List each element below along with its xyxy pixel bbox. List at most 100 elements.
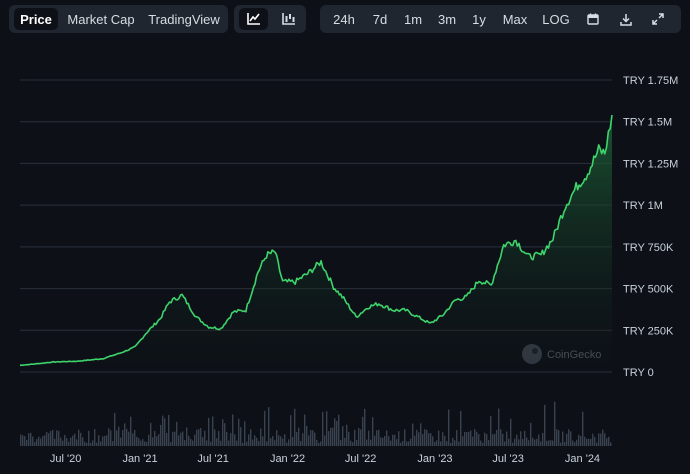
volume-bar	[598, 433, 600, 446]
y-tick-label: TRY 500K	[623, 284, 674, 296]
volume-bar	[462, 436, 464, 446]
volume-bar	[400, 442, 402, 446]
volume-bar	[536, 438, 538, 446]
range-1y[interactable]: 1y	[472, 11, 486, 27]
volume-bar	[248, 434, 250, 446]
range-1m[interactable]: 1m	[403, 11, 423, 27]
x-axis-labels: Jul '20 Jan '21 Jul '21 Jan '22 Jul '22 Jan '…	[50, 453, 600, 465]
volume-bar	[320, 441, 322, 446]
volume-bar	[434, 441, 436, 446]
volume-bar	[166, 433, 168, 446]
volume-bar	[216, 438, 218, 446]
volume-bar	[202, 437, 204, 446]
tab-price[interactable]: Price	[14, 8, 58, 30]
volume-bar	[472, 436, 474, 446]
volume-bar	[84, 441, 86, 446]
x-tick-label: Jul '21	[197, 453, 228, 465]
volume-bar	[234, 434, 236, 446]
volume-bar	[126, 428, 128, 446]
volume-bar	[214, 429, 216, 446]
volume-bar	[450, 442, 452, 446]
volume-bar	[260, 428, 262, 446]
volume-bar	[388, 436, 390, 446]
volume-bar	[174, 431, 176, 446]
volume-bar	[62, 440, 64, 446]
log-scale-toggle[interactable]: LOG	[542, 11, 570, 27]
x-tick-label: Jan '22	[270, 453, 305, 465]
range-7d[interactable]: 7d	[372, 11, 388, 27]
volume-bar	[528, 440, 530, 446]
volume-bar	[464, 431, 466, 446]
volume-bar	[196, 429, 198, 446]
chart-type-toggle	[234, 5, 306, 33]
volume-bar	[88, 430, 90, 446]
volume-bar	[426, 429, 428, 446]
volume-bar	[442, 432, 444, 446]
volume-bar	[492, 434, 494, 446]
volume-bar	[44, 435, 46, 446]
range-24h[interactable]: 24h	[333, 11, 355, 27]
volume-bar	[142, 439, 144, 446]
range-3m[interactable]: 3m	[437, 11, 457, 27]
volume-bar	[140, 440, 142, 446]
volume-bar	[110, 430, 112, 446]
volume-bar	[328, 431, 330, 446]
volume-bar	[596, 442, 598, 446]
range-max[interactable]: Max	[502, 11, 528, 27]
volume-bar	[34, 442, 36, 446]
volume-bar	[118, 426, 120, 446]
volume-bar	[136, 436, 138, 446]
volume-bar	[398, 431, 400, 446]
volume-bar	[542, 432, 544, 446]
volume-bar	[302, 433, 304, 446]
volume-bar	[252, 439, 254, 446]
volume-bar	[532, 437, 534, 446]
volume-bar	[570, 431, 572, 446]
volume-bar	[60, 437, 62, 446]
volume-bar	[130, 416, 132, 446]
volume-bar	[454, 440, 456, 446]
volume-bar	[578, 434, 580, 446]
volume-bar	[564, 441, 566, 446]
tab-tradingview[interactable]: TradingView	[148, 11, 220, 27]
volume-bar	[312, 430, 314, 446]
volume-bar	[470, 430, 472, 446]
volume-bar	[358, 427, 360, 446]
volume-bar	[184, 440, 186, 446]
range-toolbar: 24h 7d 1m 3m 1y Max LOG	[320, 5, 681, 33]
volume-bar	[374, 435, 376, 446]
line-chart-button[interactable]	[239, 8, 268, 30]
volume-bar	[544, 404, 546, 446]
volume-bar	[384, 435, 386, 446]
tab-market-cap[interactable]: Market Cap	[67, 11, 135, 27]
volume-bar	[436, 440, 438, 446]
calendar-button[interactable]	[576, 8, 610, 30]
volume-bar	[308, 435, 310, 446]
volume-bar	[428, 433, 430, 446]
volume-bar	[36, 439, 38, 446]
volume-bar	[28, 433, 30, 446]
volume-bar	[132, 433, 134, 446]
volume-bar	[350, 440, 352, 446]
volume-bar	[446, 441, 448, 446]
volume-bar	[336, 420, 338, 446]
candlestick-chart-button[interactable]	[274, 8, 303, 30]
volume-bar	[316, 439, 318, 446]
x-tick-label: Jul '22	[345, 453, 376, 465]
watermark-text: CoinGecko	[547, 349, 601, 361]
volume-bar	[164, 418, 166, 446]
volume-bar	[274, 440, 276, 446]
volume-bar	[148, 434, 150, 446]
volume-bar	[550, 440, 552, 446]
volume-bars	[20, 401, 612, 446]
fullscreen-button[interactable]	[642, 8, 674, 30]
volume-bar	[360, 429, 362, 446]
volume-bar	[114, 413, 116, 446]
volume-bar	[52, 429, 54, 446]
download-button[interactable]	[610, 8, 642, 30]
volume-bar	[468, 431, 470, 446]
volume-bar	[220, 440, 222, 446]
volume-bar	[300, 441, 302, 446]
volume-bar	[94, 429, 96, 446]
